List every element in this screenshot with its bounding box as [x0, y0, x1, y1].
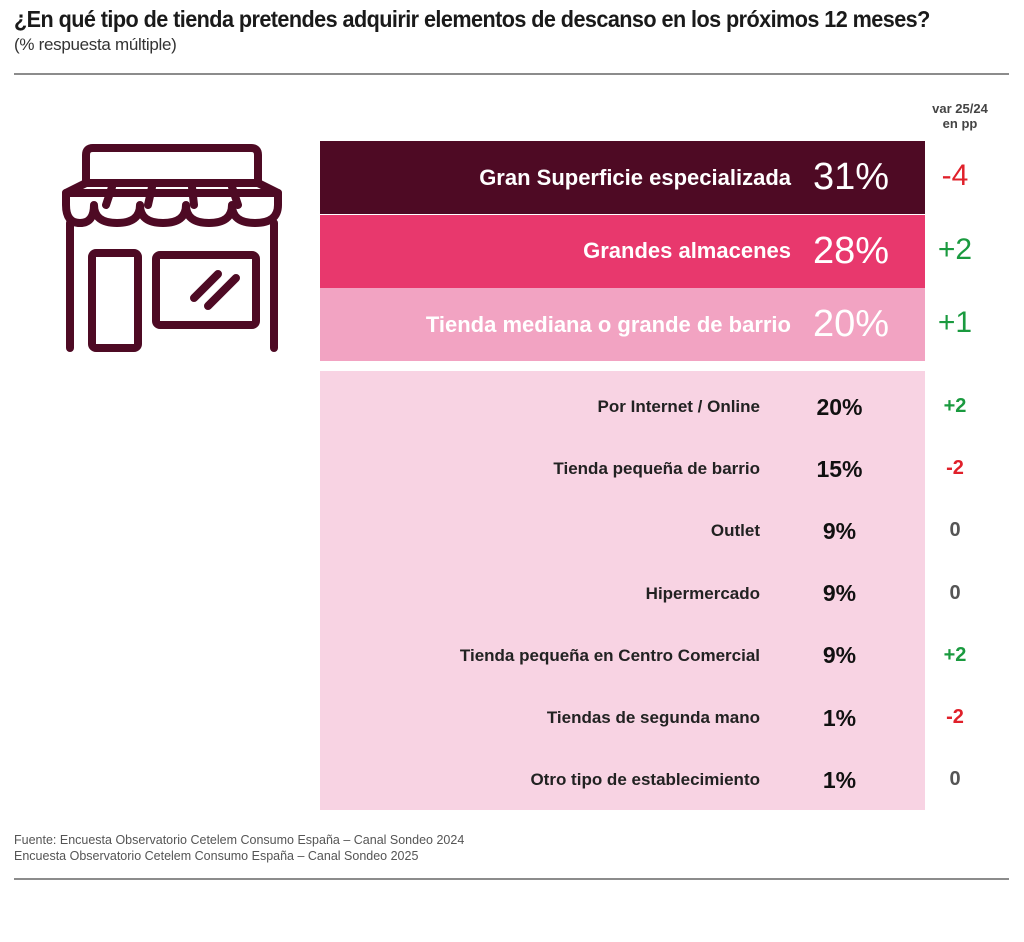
table-row: Otro tipo de establecimiento 1% — [320, 760, 925, 800]
row-percent: 15% — [816, 455, 863, 482]
source-line2: Encuesta Observatorio Cetelem Consumo Es… — [14, 849, 419, 863]
row-label: Hipermercado — [645, 583, 760, 603]
table-row: Por Internet / Online 20% — [320, 387, 925, 427]
secondary-panel — [320, 371, 925, 810]
table-row: Tienda pequeña de barrio 15% — [320, 449, 925, 489]
row-percent: 20% — [813, 303, 890, 345]
row-variation: +2 — [943, 395, 967, 417]
row-variation: -2 — [946, 706, 964, 728]
row-label: Tienda pequeña en Centro Comercial — [459, 645, 760, 665]
var-header-line1: var 25/24 — [932, 101, 988, 116]
row-variation: 0 — [949, 768, 961, 791]
var-header: var 25/24 en pp — [910, 101, 1010, 131]
row-label: Tiendas de segunda mano — [546, 708, 760, 727]
highlight-row: Grandes almacenes 28% — [320, 214, 925, 288]
highlight-row: Gran Superficie especializada 31% — [320, 141, 925, 214]
row-variation: +2 — [943, 643, 967, 666]
row-label: Por Internet / Online — [597, 397, 760, 416]
row-label: Outlet — [710, 521, 760, 541]
row-variation: -4 — [941, 159, 969, 192]
row-variation: +1 — [937, 306, 973, 339]
source-line1: Fuente: Encuesta Observatorio Cetelem Co… — [14, 833, 465, 847]
table-row: Tiendas de segunda mano 1% — [320, 698, 925, 738]
storefront-icon — [62, 144, 282, 352]
row-percent: 20% — [816, 393, 863, 420]
row-label: Otro tipo de establecimiento — [530, 770, 760, 790]
footer-divider — [14, 878, 1009, 880]
row-variation: -2 — [946, 457, 964, 480]
row-label: Tienda pequeña de barrio — [553, 459, 760, 479]
table-row: Tienda pequeña en Centro Comercial 9% — [320, 636, 925, 676]
row-label: Grandes almacenes — [583, 238, 791, 263]
row-label: Gran Superficie especializada — [479, 164, 791, 190]
row-percent: 1% — [822, 704, 857, 731]
table-row: Outlet 9% — [320, 511, 925, 551]
row-percent: 1% — [822, 766, 857, 793]
row-percent: 28% — [813, 229, 890, 272]
row-variation: +2 — [937, 232, 973, 266]
row-variation: 0 — [949, 519, 961, 542]
row-percent: 9% — [822, 517, 857, 544]
row-percent: 31% — [813, 156, 890, 198]
row-label: Tienda mediana o grande de barrio — [425, 311, 791, 337]
source-note: Fuente: Encuesta Observatorio Cetelem Co… — [14, 832, 464, 864]
row-percent: 9% — [822, 580, 857, 607]
page-subtitle: (% respuesta múltiple) — [14, 35, 177, 54]
var-header-line2: en pp — [942, 116, 978, 131]
page-title: ¿En qué tipo de tienda pretendes adquiri… — [14, 6, 930, 32]
divider — [14, 73, 1009, 75]
row-variation: 0 — [949, 581, 961, 604]
highlight-row: Tienda mediana o grande de barrio 20% — [320, 288, 925, 361]
row-percent: 9% — [822, 642, 857, 669]
table-row: Hipermercado 9% — [320, 574, 925, 614]
